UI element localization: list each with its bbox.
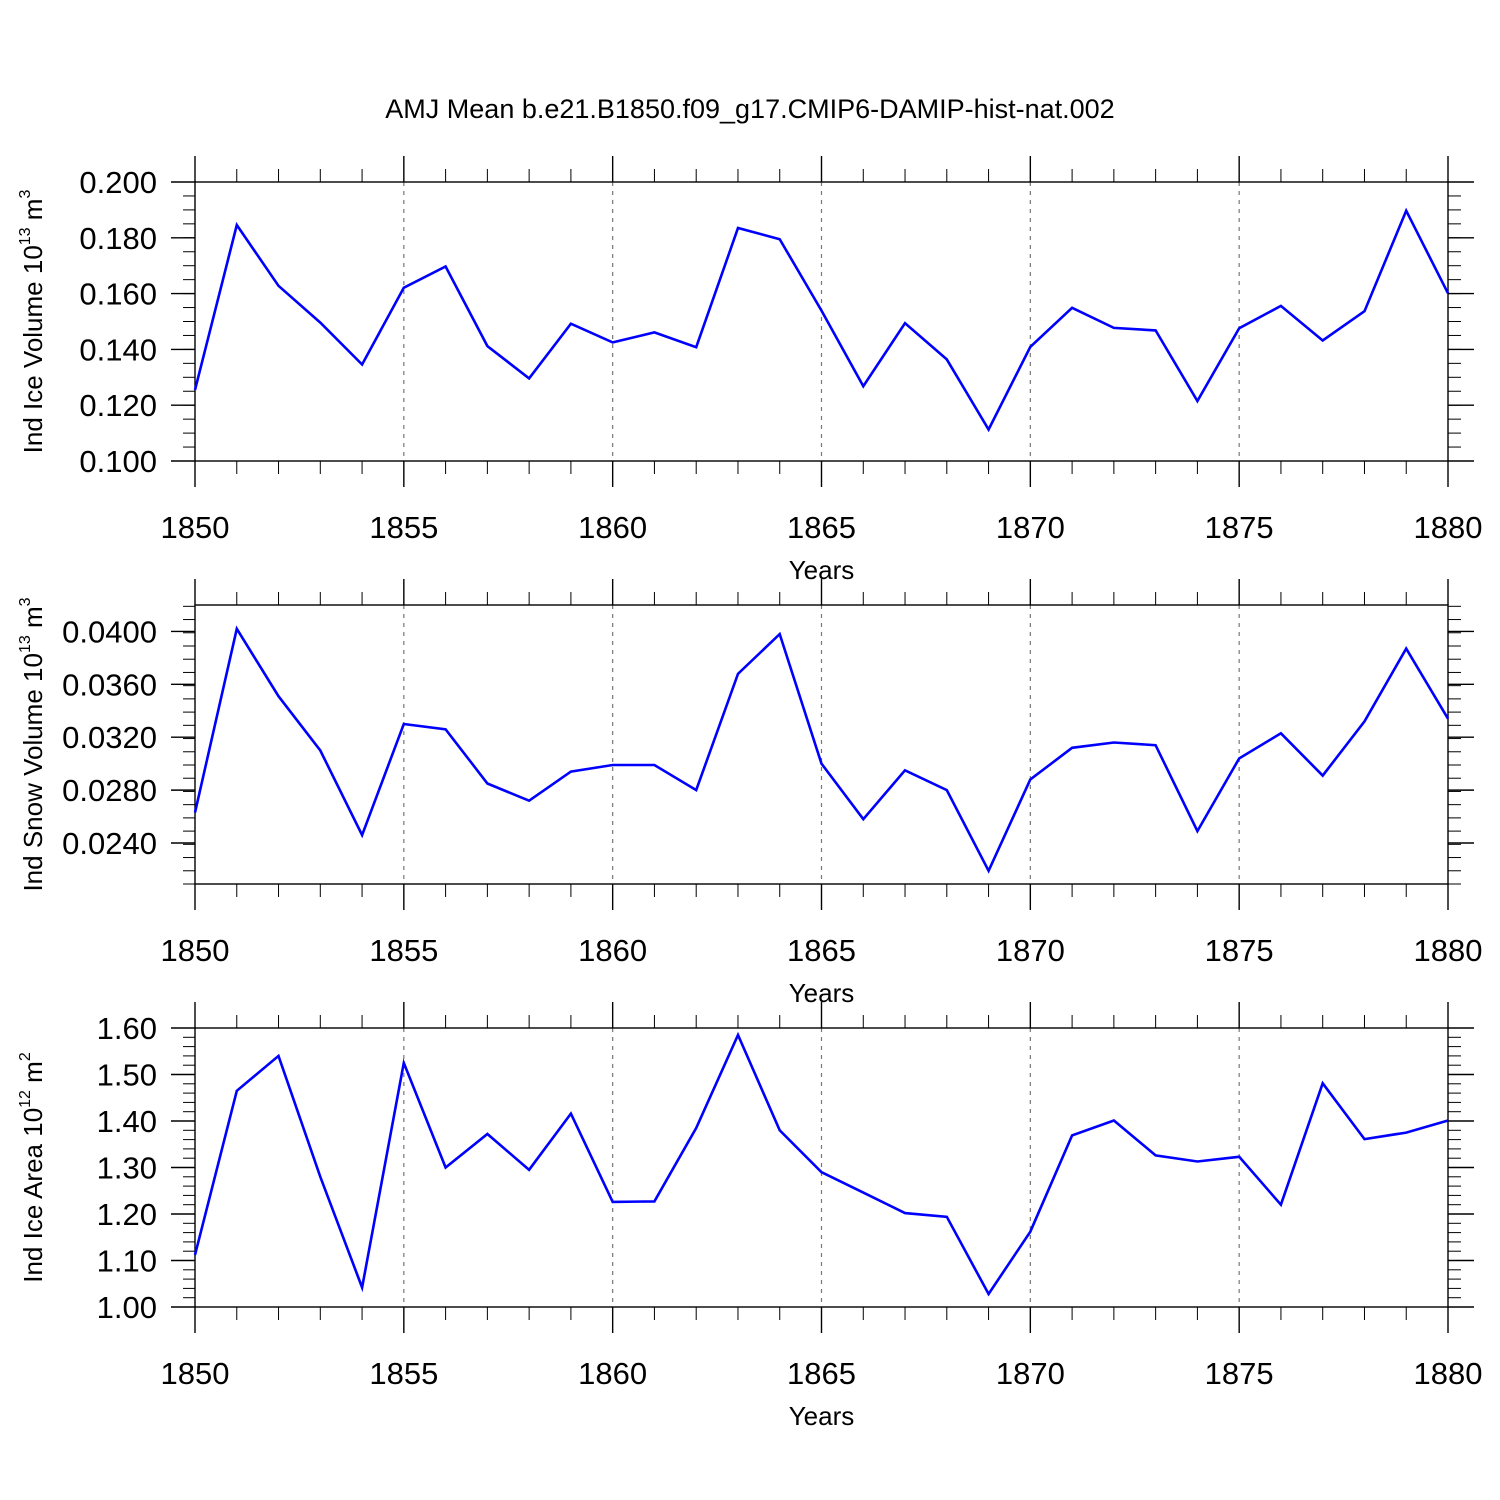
- x-tick-label: 1855: [369, 933, 438, 968]
- y-tick-label: 0.100: [79, 444, 157, 479]
- x-tick-label: 1860: [578, 933, 647, 968]
- y-tick-label: 0.120: [79, 388, 157, 423]
- x-tick-label: 1855: [369, 1356, 438, 1391]
- x-tick-label: 1875: [1205, 1356, 1274, 1391]
- chart-panel-2: 0.0240 0.0280 0.0320 0.0360 0.0400 1850 1855 18…: [17, 579, 1482, 1008]
- y-tick-label: 1.30: [97, 1151, 157, 1186]
- x-tick-label: 1865: [787, 1356, 856, 1391]
- x-tick-label: 1870: [996, 1356, 1065, 1391]
- x-tick-label: 1880: [1414, 933, 1483, 968]
- y-tick-label: 0.200: [79, 165, 157, 200]
- x-tick-label: 1880: [1414, 1356, 1483, 1391]
- x-tick-label: 1865: [787, 510, 856, 545]
- y-tick-label: 0.0400: [62, 614, 157, 649]
- y-axis-label: Ind Snow Volume 1013 m3: [17, 597, 48, 891]
- x-tick-label: 1860: [578, 510, 647, 545]
- y-tick-label: 1.60: [97, 1011, 157, 1046]
- y-tick-label: 0.0360: [62, 667, 157, 702]
- y-tick-label: 1.10: [97, 1244, 157, 1279]
- y-axis-label: Ind Ice Area 1012 m2: [17, 1052, 48, 1283]
- y-tick-label: 1.00: [97, 1290, 157, 1325]
- chart-panel-1: 0.100 0.120 0.140 0.160 0.180 0.200 1850 1855 18…: [17, 156, 1482, 585]
- x-tick-label: 1875: [1205, 510, 1274, 545]
- x-tick-label: 1870: [996, 933, 1065, 968]
- y-tick-label: 1.40: [97, 1104, 157, 1139]
- y-tick-label: 0.140: [79, 332, 157, 367]
- y-tick-label: 0.160: [79, 277, 157, 312]
- figure-title: AMJ Mean b.e21.B1850.f09_g17.CMIP6-DAMIP…: [385, 94, 1114, 124]
- x-tick-label: 1860: [578, 1356, 647, 1391]
- chart-panel-3: 1.00 1.10 1.20 1.30 1.40 1.50 1.60 1850 1855 1860…: [17, 1002, 1482, 1431]
- x-tick-label: 1850: [161, 933, 230, 968]
- x-tick-label: 1850: [161, 1356, 230, 1391]
- x-axis-label: Years: [789, 1401, 855, 1431]
- x-tick-label: 1855: [369, 510, 438, 545]
- y-axis-label: Ind Ice Volume 1013 m3: [17, 190, 48, 454]
- x-tick-label: 1875: [1205, 933, 1274, 968]
- y-tick-label: 0.180: [79, 221, 157, 256]
- x-tick-label: 1880: [1414, 510, 1483, 545]
- y-tick-label: 0.0320: [62, 720, 157, 755]
- y-tick-label: 1.50: [97, 1058, 157, 1093]
- x-tick-label: 1870: [996, 510, 1065, 545]
- y-tick-label: 0.0240: [62, 826, 157, 861]
- x-tick-label: 1865: [787, 933, 856, 968]
- y-tick-label: 0.0280: [62, 773, 157, 808]
- x-tick-label: 1850: [161, 510, 230, 545]
- y-tick-label: 1.20: [97, 1197, 157, 1232]
